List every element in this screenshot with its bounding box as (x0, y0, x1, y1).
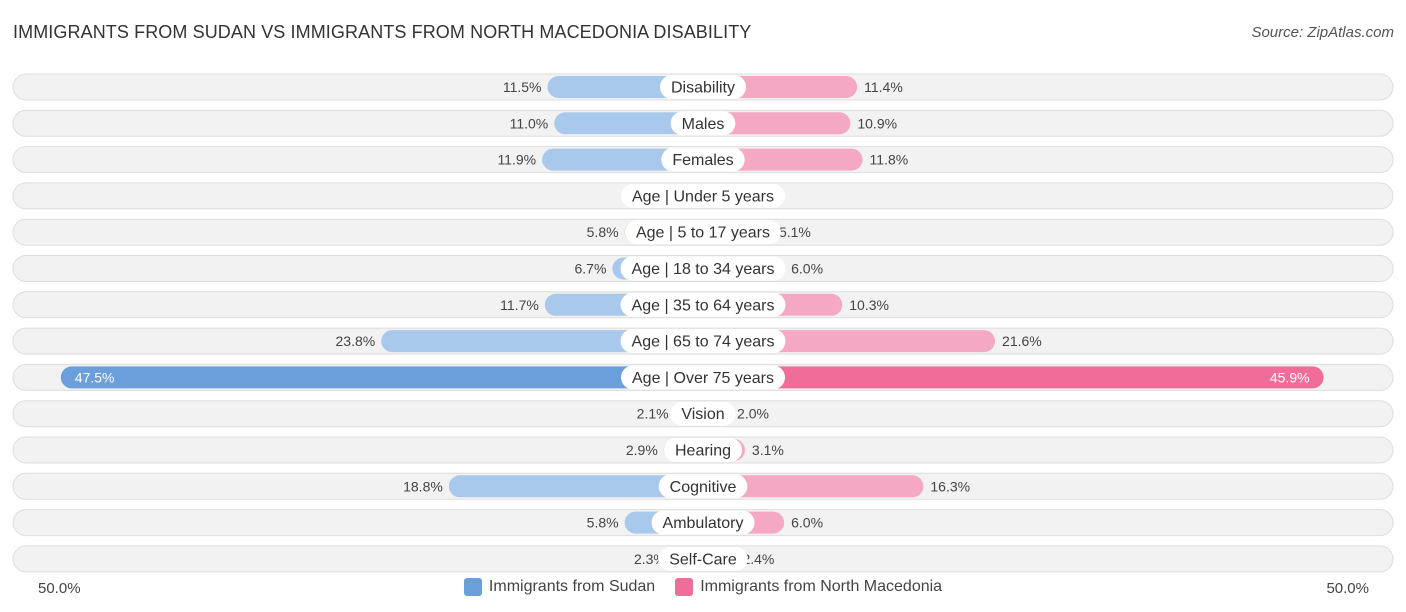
bar-north-macedonia-cognitive (703, 475, 924, 498)
category-label-age-over-75-years: Age | Over 75 years (632, 370, 774, 387)
category-pill-cognitive (658, 474, 748, 499)
legend-swatch-sudan (463, 578, 482, 596)
category-pill-age-over-75-years (621, 365, 785, 390)
value-label-sudan-age-over-75-years: 47.5% (75, 369, 115, 385)
value-label-north-macedonia-age-5-to-17-years: 5.1% (779, 224, 811, 240)
legend-item-sudan: Immigrants from Sudan (463, 578, 656, 596)
category-pill-age-under-5-years (620, 183, 786, 208)
value-label-north-macedonia-age-over-75-years: 45.9% (1270, 369, 1310, 385)
category-label-age-35-to-64-years: Age | 35 to 64 years (632, 297, 775, 314)
value-label-north-macedonia-hearing: 3.1% (752, 442, 784, 458)
legend-swatch-north-macedonia (675, 578, 694, 596)
value-label-north-macedonia-cognitive: 16.3% (930, 478, 970, 494)
value-label-north-macedonia-females: 11.8% (870, 152, 909, 168)
bar-north-macedonia-age-over-75-years (703, 366, 1324, 389)
category-pill-hearing (663, 438, 743, 462)
value-label-sudan-age-35-to-64-years: 11.7% (500, 297, 539, 313)
value-label-north-macedonia-disability: 11.4% (864, 79, 903, 95)
bar-sudan-age-over-75-years (60, 366, 704, 389)
axis-left-label: 50.0% (38, 580, 81, 597)
value-label-sudan-disability: 11.5% (503, 79, 542, 95)
value-label-sudan-self-care: 2.3% (634, 551, 666, 567)
chart-area: 11.5% 11.4% Disability 11.0% 10.9% Males 11.9%… (12, 73, 1394, 573)
category-pill-females (661, 147, 745, 172)
category-pill-age-5-to-17-years (624, 220, 782, 245)
value-label-north-macedonia-age-35-to-64-years: 10.3% (849, 297, 889, 313)
category-label-females: Females (672, 152, 733, 169)
value-label-sudan-vision: 2.1% (637, 406, 669, 422)
category-pill-disability (659, 75, 747, 99)
value-label-sudan-age-18-to-34-years: 6.7% (574, 261, 606, 277)
value-label-sudan-age-65-to-74-years: 23.8% (336, 333, 376, 349)
category-label-age-5-to-17-years: Age | 5 to 17 years (636, 225, 770, 242)
category-label-age-65-to-74-years: Age | 65 to 74 years (632, 334, 775, 351)
legend: Immigrants from Sudan Immigrants from No… (0, 578, 1406, 596)
category-pill-age-18-to-34-years (620, 256, 786, 281)
category-label-ambulatory: Ambulatory (663, 515, 744, 532)
chart-title: IMMIGRANTS FROM SUDAN VS IMMIGRANTS FROM… (13, 22, 752, 42)
value-label-sudan-cognitive: 18.8% (403, 478, 443, 494)
bar-sudan-cognitive (448, 475, 703, 498)
legend-item-north-macedonia: Immigrants from North Macedonia (675, 578, 942, 596)
value-label-north-macedonia-males: 10.9% (857, 115, 897, 131)
legend-label-north-macedonia: Immigrants from North Macedonia (700, 578, 943, 595)
value-label-north-macedonia-vision: 2.0% (737, 406, 769, 422)
axis-right-label: 50.0% (1326, 580, 1369, 597)
category-label-age-under-5-years: Age | Under 5 years (632, 188, 774, 205)
category-label-self-care: Self-Care (669, 551, 737, 568)
legend-label-sudan: Immigrants from Sudan (488, 578, 656, 595)
category-pill-self-care (658, 546, 748, 571)
category-label-vision: Vision (681, 406, 724, 423)
category-label-age-18-to-34-years: Age | 18 to 34 years (632, 261, 775, 278)
bar-north-macedonia-males (703, 112, 851, 135)
value-label-north-macedonia-age-65-to-74-years: 21.6% (1002, 333, 1042, 349)
category-pill-males (670, 111, 736, 136)
value-label-north-macedonia-self-care: 2.4% (742, 551, 774, 567)
category-pill-age-65-to-74-years (620, 329, 786, 354)
category-pill-ambulatory (651, 510, 755, 535)
value-label-sudan-hearing: 2.9% (626, 442, 658, 458)
value-label-north-macedonia-age-18-to-34-years: 6.0% (791, 261, 823, 277)
bar-sudan-males (554, 112, 703, 135)
category-pill-vision (670, 401, 736, 426)
category-label-males: Males (682, 116, 725, 133)
category-pill-age-35-to-64-years (620, 292, 786, 317)
source-note: Source: ZipAtlas.com (1251, 24, 1394, 41)
value-label-north-macedonia-ambulatory: 6.0% (791, 515, 823, 531)
value-label-sudan-age-5-to-17-years: 5.8% (587, 224, 619, 240)
value-label-sudan-males: 11.0% (510, 115, 549, 131)
category-label-hearing: Hearing (675, 443, 731, 460)
category-label-cognitive: Cognitive (670, 479, 737, 496)
category-label-disability: Disability (671, 80, 735, 97)
value-label-sudan-females: 11.9% (497, 152, 536, 168)
value-label-sudan-ambulatory: 5.8% (587, 515, 619, 531)
